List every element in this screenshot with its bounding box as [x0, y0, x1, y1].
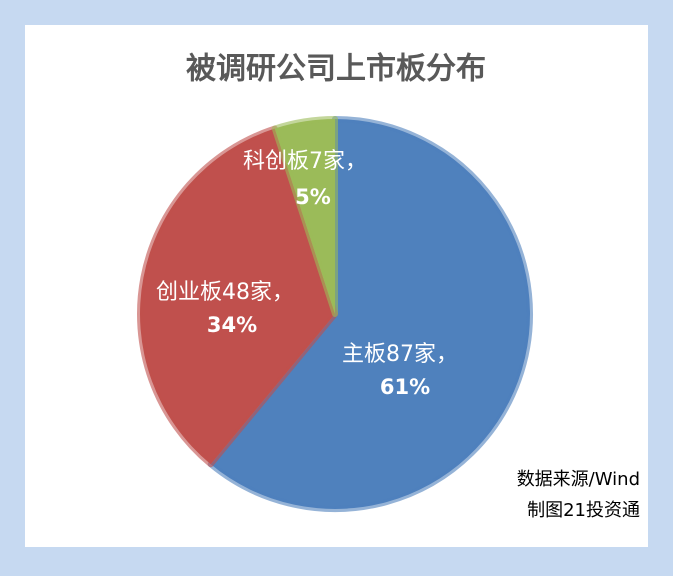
pie-slice — [137, 125, 338, 468]
value-label: 61% — [380, 375, 430, 399]
pie-slice — [271, 116, 338, 317]
value-label: 34% — [207, 313, 257, 337]
source-note: 制图21投资通 — [527, 500, 640, 521]
source-note: 数据来源/Wind — [517, 469, 640, 490]
slice-label: 创业板48家， — [156, 280, 294, 305]
pie-slice — [207, 116, 533, 512]
slice-label: 主板87家， — [342, 342, 458, 367]
slice-label: 科创板7家， — [243, 149, 367, 174]
value-label: 5% — [295, 185, 331, 209]
chart-title: 被调研公司上市板分布 — [186, 52, 486, 87]
